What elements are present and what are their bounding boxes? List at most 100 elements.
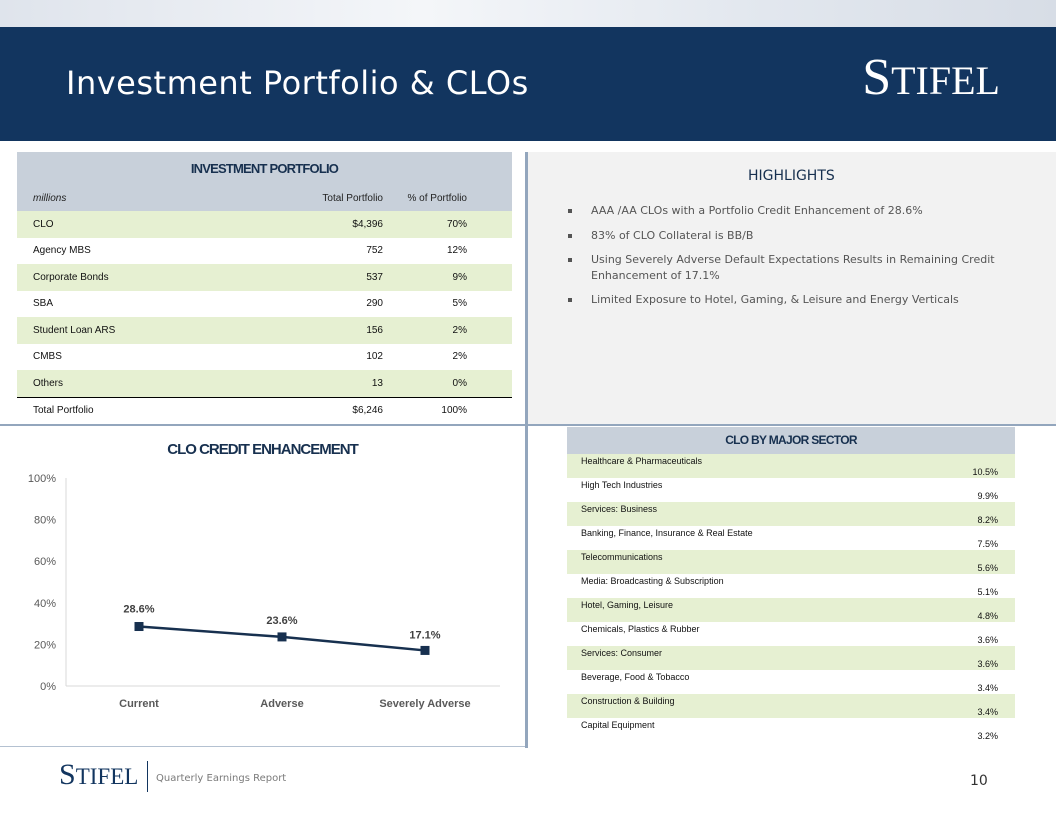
sector-row: Services: Consumer 3.6% [567, 646, 1015, 670]
row-name: Agency MBS [33, 245, 91, 257]
row-percent: 0% [452, 377, 467, 389]
sector-percent: 9.9% [977, 491, 998, 501]
table-row: Agency MBS 752 12% [17, 238, 512, 265]
header-band [0, 27, 1056, 141]
row-total: 290 [366, 298, 383, 310]
y-tick-label: 100% [28, 473, 56, 485]
bullet-icon [568, 209, 572, 213]
highlight-item: AAA /AA CLOs with a Portfolio Credit Enh… [568, 203, 998, 219]
investment-portfolio-column-headers: millions Total Portfolio % of Portfolio [17, 185, 512, 211]
sector-name: High Tech Industries [581, 480, 663, 490]
sector-name: Banking, Finance, Insurance & Real Estat… [581, 528, 753, 538]
highlight-item: Using Severely Adverse Default Expectati… [568, 252, 998, 283]
row-name: SBA [33, 298, 54, 310]
sector-row: Beverage, Food & Tobacco 3.4% [567, 670, 1015, 694]
sector-row: Healthcare & Pharmaceuticals 10.5% [567, 454, 1015, 478]
highlight-text: Limited Exposure to Hotel, Gaming, & Lei… [591, 293, 959, 306]
table-row: Student Loan ARS 156 2% [17, 317, 512, 344]
table-row: SBA 290 5% [17, 291, 512, 318]
sector-row: Telecommunications 5.6% [567, 550, 1015, 574]
sector-name: Beverage, Food & Tobacco [581, 672, 690, 682]
sector-percent: 5.1% [977, 587, 998, 597]
sector-row: Media: Broadcasting & Subscription 5.1% [567, 574, 1015, 598]
bullet-icon [568, 258, 572, 262]
sector-percent: 7.5% [977, 539, 998, 549]
sector-name: Chemicals, Plastics & Rubber [581, 624, 700, 634]
row-name: Others [33, 377, 64, 389]
table-row: CLO $4,396 70% [17, 211, 512, 238]
row-total: 156 [366, 324, 383, 336]
row-name: Student Loan ARS [33, 324, 116, 336]
total-value: $6,246 [352, 404, 383, 416]
sector-name: Services: Business [581, 504, 658, 514]
column-header-total-portfolio: Total Portfolio [322, 192, 383, 204]
sector-name: Media: Broadcasting & Subscription [581, 576, 724, 586]
row-total: 102 [366, 351, 383, 363]
x-tick-label: Current [119, 698, 159, 710]
sector-table-title: CLO BY MAJOR SECTOR [567, 427, 1015, 454]
vertical-divider [525, 152, 528, 748]
row-total: 537 [366, 271, 383, 283]
sector-name: Hotel, Gaming, Leisure [581, 600, 674, 610]
y-tick-label: 80% [34, 515, 56, 527]
sector-percent: 3.4% [977, 707, 998, 717]
row-percent: 12% [446, 245, 467, 257]
horizontal-divider-right [528, 424, 1056, 426]
sector-percent: 3.6% [977, 659, 998, 669]
highlights-panel [528, 152, 1056, 424]
sector-table: CLO BY MAJOR SECTOR Healthcare & Pharmac… [567, 427, 1015, 742]
sector-row: Chemicals, Plastics & Rubber 3.6% [567, 622, 1015, 646]
sector-name: Telecommunications [581, 552, 663, 562]
sector-percent: 3.4% [977, 683, 998, 693]
table-row: Others 13 0% [17, 370, 512, 397]
sector-percent: 4.8% [977, 611, 998, 621]
sector-row: Capital Equipment 3.2% [567, 718, 1015, 742]
table-row: Corporate Bonds 537 9% [17, 264, 512, 291]
sector-row: Construction & Building 3.4% [567, 694, 1015, 718]
footer-logo: STIFEL [59, 758, 139, 791]
y-tick-label: 20% [34, 639, 56, 651]
bullet-icon [568, 233, 572, 238]
sector-percent: 10.5% [972, 467, 998, 477]
sector-row: Banking, Finance, Insurance & Real Estat… [567, 526, 1015, 550]
sector-percent: 5.6% [977, 563, 998, 573]
row-percent: 2% [452, 351, 467, 363]
row-name: Corporate Bonds [33, 271, 109, 283]
highlight-text: AAA /AA CLOs with a Portfolio Credit Enh… [591, 204, 923, 217]
row-name: CMBS [33, 351, 62, 363]
sector-name: Construction & Building [581, 696, 675, 706]
row-percent: 9% [452, 271, 467, 283]
sector-name: Services: Consumer [581, 648, 663, 658]
sector-name: Capital Equipment [581, 720, 655, 730]
sector-percent: 3.6% [977, 635, 998, 645]
row-percent: 5% [452, 298, 467, 310]
sector-row: Hotel, Gaming, Leisure 4.8% [567, 598, 1015, 622]
sector-percent: 8.2% [977, 515, 998, 525]
credit-enhancement-chart: 0% 20% 40% 60% 80% 100% Current Adverse Severely… [28, 473, 500, 710]
sector-row: Services: Business 8.2% [567, 502, 1015, 526]
horizontal-divider-left [0, 424, 525, 426]
bullet-icon [568, 298, 572, 302]
page-title: Investment Portfolio & CLOs [66, 64, 529, 102]
y-tick-label: 0% [40, 681, 56, 693]
highlights-list: AAA /AA CLOs with a Portfolio Credit Enh… [568, 203, 998, 317]
data-label: 23.6% [266, 615, 297, 627]
column-header-millions: millions [33, 192, 67, 204]
row-percent: 2% [452, 324, 467, 336]
table-row: CMBS 102 2% [17, 344, 512, 371]
data-point [277, 632, 287, 642]
chart-title: CLO CREDIT ENHANCEMENT [167, 441, 359, 458]
x-tick-label: Severely Adverse [379, 698, 470, 710]
sector-row: High Tech Industries 9.9% [567, 478, 1015, 502]
footer-text: Quarterly Earnings Report [156, 773, 287, 784]
row-name: CLO [33, 218, 54, 230]
y-tick-label: 60% [34, 556, 56, 568]
total-label: Total Portfolio [33, 404, 94, 416]
highlight-item: 83% of CLO Collateral is BB/B [568, 228, 998, 244]
highlight-text: 83% of CLO Collateral is BB/B [591, 228, 754, 242]
y-tick-label: 40% [34, 598, 56, 610]
sector-name: Healthcare & Pharmaceuticals [581, 456, 703, 466]
data-point [134, 622, 144, 632]
top-strip [0, 0, 1056, 27]
